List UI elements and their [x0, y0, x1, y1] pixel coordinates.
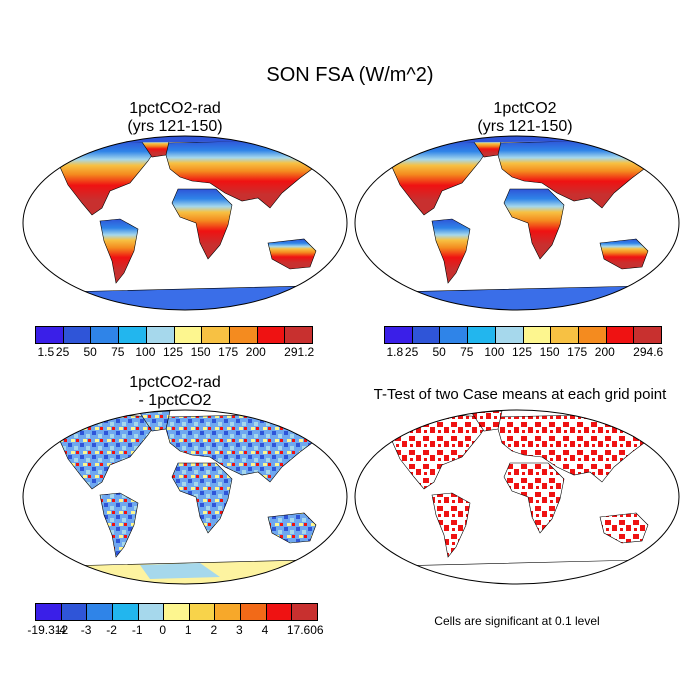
colorbar-tick-label: 3	[236, 623, 243, 637]
colorbar-tick-label: 1.5	[37, 345, 55, 359]
colorbar-tick-label: 50	[432, 345, 446, 359]
colorbar-swatch	[202, 327, 230, 343]
panel1-title-line2: (yrs 121-150)	[127, 118, 223, 135]
colorbar-tick-label: -4	[55, 623, 66, 637]
colorbar-tick-label: 291.2	[284, 345, 315, 359]
figure-title: SON FSA (W/m^2)	[266, 64, 434, 86]
map-1pctco2	[354, 135, 680, 311]
map-ttest-significance	[354, 409, 680, 585]
colorbar-swatch	[164, 604, 190, 620]
colorbar-swatch	[87, 604, 113, 620]
colorbar-swatch	[215, 604, 242, 620]
colorbar-swatch	[146, 327, 175, 343]
colorbar-swatch	[578, 327, 607, 343]
colorbar-tick-label: 100	[135, 345, 156, 359]
panel2-title: 1pctCO2 (yrs 121-150)	[360, 100, 690, 136]
colorbar-tick-label: 4	[261, 623, 269, 637]
panel4-title: T-Test of two Case means at each grid po…	[373, 386, 667, 403]
colorbar-swatch	[551, 327, 579, 343]
colorbar-tick-label: 125	[162, 345, 184, 359]
colorbar-swatch	[292, 604, 318, 620]
colorbar-tick-label: 75	[460, 345, 474, 359]
panel3-title: 1pctCO2-rad - 1pctCO2	[10, 374, 340, 410]
colorbar-swatch	[91, 327, 120, 343]
colorbar-swatch	[36, 604, 62, 620]
colorbar-tick-label: 150	[190, 345, 211, 359]
colorbar-swatch	[63, 327, 92, 343]
colorbar-tick-label: 200	[594, 345, 615, 359]
colorbar-tick-label: 125	[511, 345, 533, 359]
colorbar-tick-label: 75	[111, 345, 125, 359]
colorbar-tick-label: -3	[80, 623, 92, 637]
colorbar-1pctco2-rad	[35, 326, 313, 344]
colorbar-swatch	[241, 604, 267, 620]
colorbar-tick-label: 0	[159, 623, 167, 637]
colorbar-swatch	[285, 327, 313, 343]
colorbar-swatch	[440, 327, 469, 343]
panel2-title-line1: 1pctCO2	[493, 100, 557, 117]
colorbar-swatch	[606, 327, 635, 343]
colorbar-tick-label: 25	[55, 345, 70, 359]
colorbar-tick-label: 175	[567, 345, 588, 359]
colorbar-tick-label: -2	[106, 623, 117, 637]
colorbar-tick-label: 294.6	[633, 345, 664, 359]
panel1-title-line1: 1pctCO2-rad	[129, 100, 221, 117]
colorbar-swatch	[468, 327, 496, 343]
colorbar-swatch	[174, 327, 203, 343]
colorbar-difference	[35, 603, 318, 621]
significance-note: Cells are significant at 0.1 level	[434, 614, 600, 628]
panel3-title-line2: - 1pctCO2	[138, 392, 212, 409]
colorbar-1pctco2	[384, 326, 662, 344]
colorbar-tick-label: 50	[83, 345, 97, 359]
colorbar-tick-label: -19.312	[27, 623, 69, 637]
colorbar-swatch	[385, 327, 413, 343]
colorbar-swatch	[229, 327, 258, 343]
colorbar-swatch	[112, 604, 139, 620]
colorbar-tick-label: -1	[131, 623, 143, 637]
map-difference	[22, 409, 348, 585]
map-1pctco2-rad	[22, 135, 348, 311]
colorbar-swatch	[523, 327, 552, 343]
colorbar-swatch	[257, 327, 286, 343]
colorbar-swatch	[266, 604, 293, 620]
colorbar-swatch	[61, 604, 88, 620]
colorbar-tick-label: 1	[184, 623, 192, 637]
panel2-title-line2: (yrs 121-150)	[477, 118, 573, 135]
colorbar-tick-label: 17.606	[286, 623, 324, 637]
colorbar-swatch	[119, 327, 147, 343]
colorbar-tick-label: 100	[484, 345, 505, 359]
colorbar-tick-label: 150	[539, 345, 560, 359]
colorbar-swatch	[412, 327, 441, 343]
colorbar-tick-label: 175	[218, 345, 239, 359]
colorbar-tick-label: 200	[245, 345, 266, 359]
colorbar-swatch	[189, 604, 216, 620]
colorbar-swatch	[634, 327, 662, 343]
colorbar-tick-label: 25	[404, 345, 419, 359]
panel1-title: 1pctCO2-rad (yrs 121-150)	[10, 100, 340, 136]
colorbar-swatch	[495, 327, 524, 343]
colorbar-swatch	[36, 327, 64, 343]
colorbar-swatch	[138, 604, 165, 620]
panel3-title-line1: 1pctCO2-rad	[129, 374, 221, 391]
colorbar-tick-label: 1.8	[386, 345, 404, 359]
colorbar-tick-label: 2	[210, 623, 218, 637]
